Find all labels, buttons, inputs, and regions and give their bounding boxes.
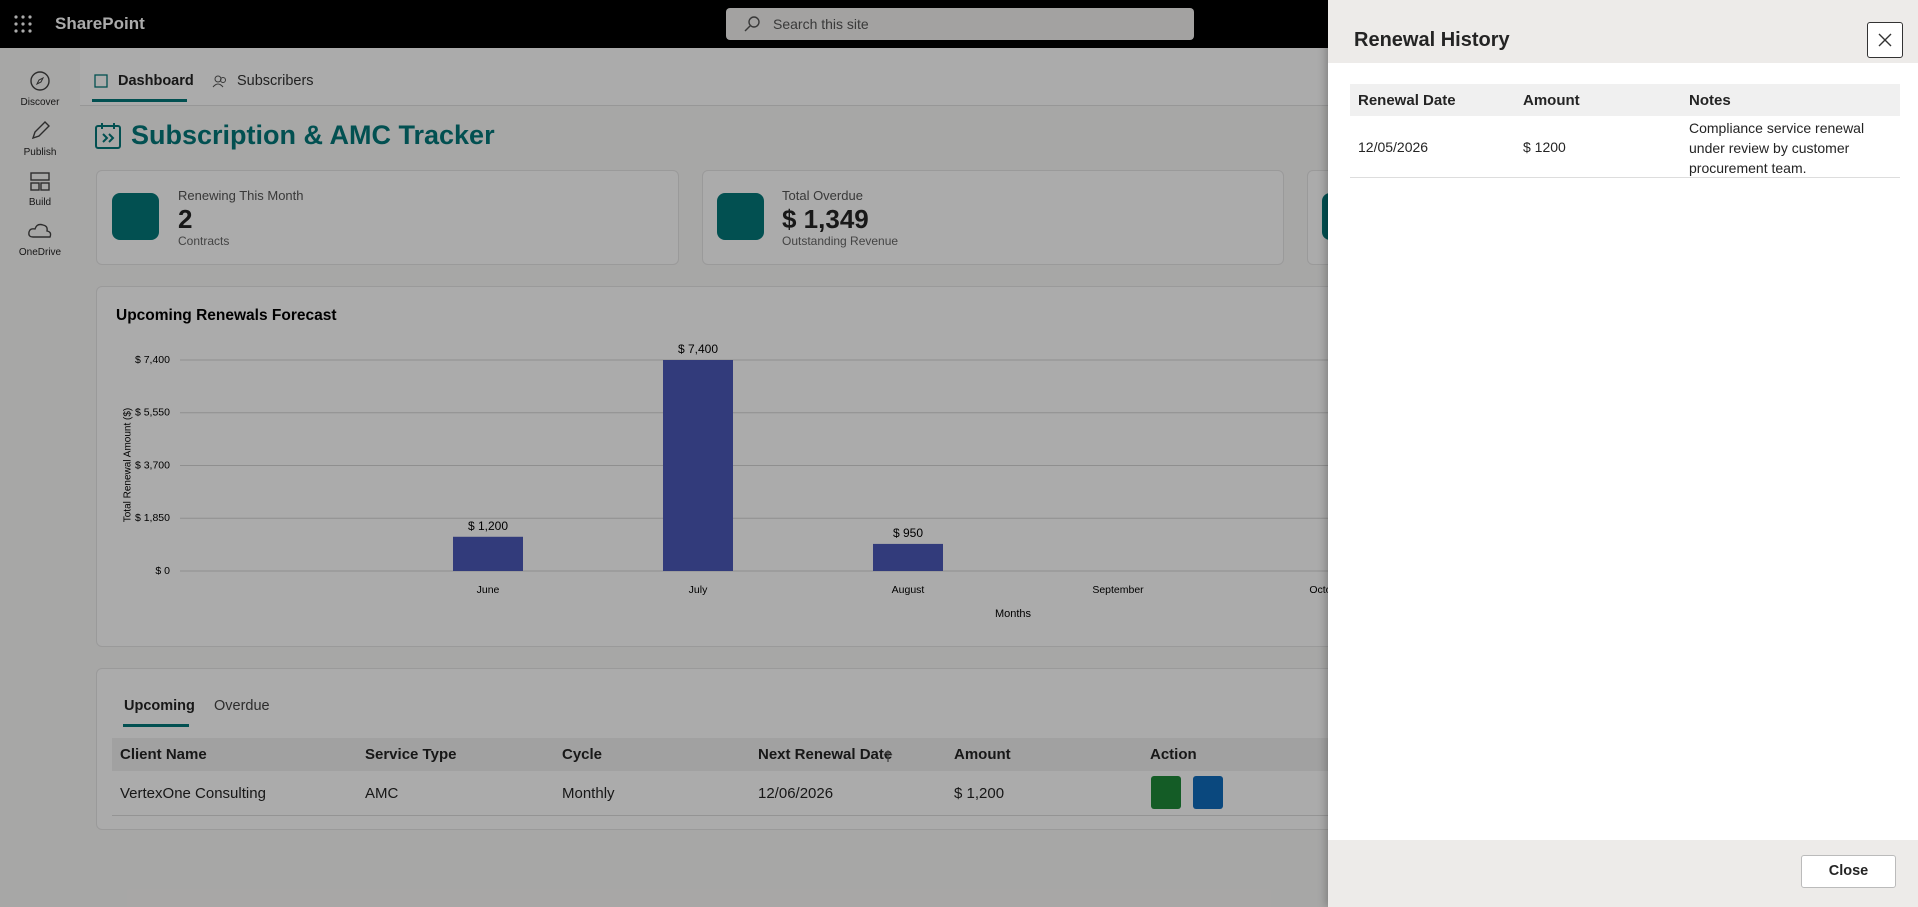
value-label: $ 7,400 [678, 342, 718, 356]
table-cell: 12/05/2026 [1358, 139, 1429, 155]
sort-arrow [883, 750, 893, 762]
table-tab[interactable]: Upcoming [124, 698, 195, 714]
column-header[interactable]: Service Type [365, 746, 457, 763]
rail-label: Discover [20, 97, 60, 108]
y-tick-label: $ 1,850 [135, 512, 170, 524]
table-cell: 12/06/2026 [758, 785, 834, 802]
rail-icon [30, 71, 50, 91]
y-tick-label: $ 7,400 [135, 354, 170, 366]
row-divider [112, 815, 1872, 816]
kpi-value: $ 1,349 [782, 204, 869, 234]
table-cell: Compliance service renewal under review … [1689, 120, 1865, 176]
search-icon [744, 16, 760, 32]
x-tick-label: June [477, 584, 500, 596]
tab-icon [94, 74, 108, 88]
column-header[interactable]: Next Renewal Date [758, 746, 893, 763]
invoice-button[interactable] [1151, 776, 1181, 809]
column-header[interactable]: Amount [954, 746, 1011, 763]
tab[interactable]: Dashboard [118, 73, 194, 89]
column-header: Renewal Date [1358, 92, 1456, 109]
rail-item[interactable]: Discover [0, 70, 80, 108]
left-rail: Discover Publish Build OneDrive [0, 48, 80, 907]
y-tick-label: $ 5,550 [135, 407, 170, 419]
column-header[interactable]: Client Name [120, 746, 207, 763]
rail-icon [31, 121, 50, 140]
x-tick-label: August [892, 584, 925, 596]
kpi-caption: Outstanding Revenue [782, 234, 899, 248]
rail-item[interactable]: Build [0, 170, 80, 208]
chart-title: Upcoming Renewals Forecast [116, 307, 337, 324]
search-box[interactable]: Search this site [726, 8, 1194, 40]
x-tick-label: September [1092, 584, 1144, 596]
panel-title: Renewal History [1354, 29, 1510, 51]
rail-icon [28, 223, 52, 238]
overlay[interactable] [0, 0, 1328, 907]
kpi-card: Total Overdue $ 1,349 Outstanding Revenu… [702, 170, 1284, 265]
app-name[interactable]: SharePoint [55, 14, 145, 33]
column-header: Amount [1523, 92, 1580, 109]
column-header[interactable]: Action [1150, 746, 1197, 763]
table-cell: AMC [365, 785, 399, 802]
y-tick-label: $ 3,700 [135, 459, 170, 471]
bar [453, 536, 523, 571]
table-cell: VertexOne Consulting [120, 785, 266, 802]
column-header[interactable]: Cycle [562, 746, 603, 763]
kpi-label: Total Overdue [782, 188, 863, 203]
panel-table-header [1350, 84, 1900, 116]
x-tick-label: July [689, 584, 708, 596]
row-divider [1350, 177, 1900, 178]
y-axis-label: Total Renewal Amount ($) [123, 408, 134, 523]
rail-label: OneDrive [18, 247, 62, 258]
y-tick-label: $ 0 [155, 565, 170, 577]
rail-item[interactable]: OneDrive [0, 220, 80, 258]
bar [663, 360, 733, 571]
table-tab[interactable]: Overdue [214, 698, 270, 714]
bar [873, 543, 943, 571]
panel-header [1328, 0, 1918, 63]
tab-icon [212, 75, 226, 88]
rail-label: Build [28, 197, 52, 208]
kpi-caption: Contracts [178, 234, 230, 248]
column-header: Notes [1689, 92, 1731, 109]
kpi-icon [717, 193, 764, 240]
history-button[interactable] [1193, 776, 1223, 809]
kpi-label: Renewing This Month [178, 188, 304, 203]
table-cell: $ 1,200 [954, 785, 1005, 802]
x-axis-label: Months [995, 608, 1032, 620]
tab[interactable]: Subscribers [237, 73, 314, 89]
table-cell: $ 1200 [1523, 139, 1566, 155]
table-cell: Monthly [562, 785, 615, 802]
title-icon [95, 123, 121, 149]
close-button[interactable]: Close [1801, 855, 1896, 888]
search-placeholder: Search this site [773, 16, 869, 32]
app-launcher[interactable] [14, 15, 32, 33]
value-label: $ 950 [893, 526, 923, 540]
page-title: Subscription & AMC Tracker [131, 120, 495, 150]
tab-underline [92, 99, 187, 102]
close-icon [1878, 33, 1892, 47]
side-panel: Renewal History Renewal Date Amount Note… [1328, 0, 1918, 907]
value-label: $ 1,200 [468, 519, 508, 533]
kpi-card: Renewing This Month 2 Contracts [96, 170, 679, 265]
tab-underline [123, 724, 189, 727]
kpi-icon [112, 193, 159, 240]
close-icon-button[interactable] [1867, 22, 1903, 58]
rail-icon [30, 172, 50, 191]
rail-item[interactable]: Publish [0, 120, 80, 158]
rail-label: Publish [23, 147, 57, 158]
kpi-value: 2 [178, 204, 193, 234]
